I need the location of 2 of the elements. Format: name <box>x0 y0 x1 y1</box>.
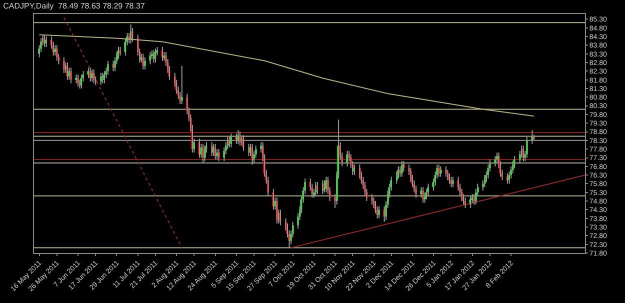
chart-title: CADJPY,Daily 78.49 78.63 78.29 78.37 <box>3 2 146 11</box>
line-series <box>38 34 534 117</box>
